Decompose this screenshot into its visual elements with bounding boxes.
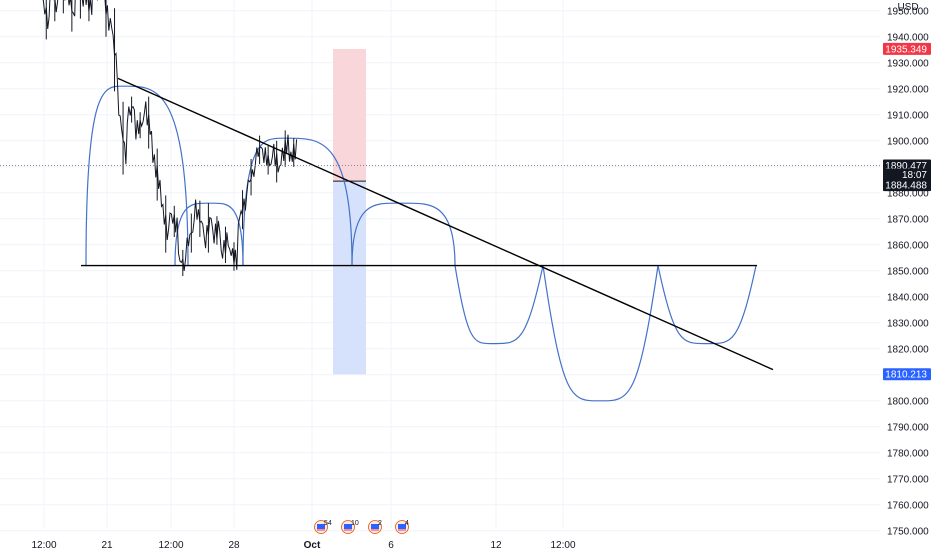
- y-tick-label: 1930.000: [887, 58, 929, 69]
- us-flag-event-icon[interactable]: 2: [368, 520, 383, 534]
- price-badge-label: 1810.213: [885, 370, 927, 381]
- price-badge-label: 1890.477: [885, 161, 927, 172]
- event-flag-canton: [398, 524, 406, 529]
- stop-loss-zone: [333, 49, 366, 182]
- price-badge: [883, 179, 931, 192]
- price-badge: [883, 168, 931, 181]
- x-tick-label: 12:00: [158, 540, 183, 550]
- event-count: 54: [324, 520, 332, 527]
- projection-cup: [657, 265, 757, 345]
- x-tick-label: 28: [228, 540, 240, 550]
- x-tick-label: Oct: [304, 540, 321, 550]
- price-badge: [883, 42, 931, 55]
- y-tick-label: 1940.000: [887, 32, 929, 43]
- us-flag-event-icon[interactable]: 4: [395, 520, 410, 534]
- projection-cup: [454, 265, 544, 345]
- price-badge-label: 1884.488: [885, 181, 927, 192]
- x-tick-label: 21: [101, 540, 113, 550]
- y-tick-label: 1770.000: [887, 474, 929, 485]
- y-tick-label: 1760.000: [887, 500, 929, 511]
- us-flag-event-icon[interactable]: 10: [341, 520, 359, 534]
- y-tick-label: 1840.000: [887, 292, 929, 303]
- us-flag-event-icon[interactable]: 54: [314, 520, 332, 534]
- y-tick-label: 1920.000: [887, 84, 929, 95]
- descending-trendline: [117, 77, 774, 371]
- event-flag-canton: [371, 524, 379, 529]
- event-count: 10: [351, 520, 359, 527]
- event-count: 2: [378, 520, 382, 527]
- trend-drawings[interactable]: [81, 77, 774, 371]
- y-tick-label: 1750.000: [887, 526, 929, 537]
- x-tick-label: 12:00: [31, 540, 56, 550]
- y-tick-label: 1870.000: [887, 214, 929, 225]
- price-badge: [883, 368, 931, 381]
- y-tick-label: 1780.000: [887, 448, 929, 459]
- projection-arc: [351, 202, 456, 266]
- y-tick-label: 1830.000: [887, 318, 929, 329]
- y-tick-label: 1910.000: [887, 110, 929, 121]
- y-tick-label: 1950.000: [887, 6, 929, 17]
- projection-cup: [542, 265, 659, 402]
- x-tick-label: 12: [490, 540, 502, 550]
- y-tick-label: 1850.000: [887, 266, 929, 277]
- x-tick-label: 12:00: [550, 540, 575, 550]
- y-tick-label: 1860.000: [887, 240, 929, 251]
- price-badge-label: 1935.349: [885, 44, 927, 55]
- price-badge-label: 18:07: [902, 170, 927, 181]
- price-series: [42, 0, 298, 276]
- y-tick-label: 1900.000: [887, 136, 929, 147]
- time-axis[interactable]: 12:00 21 12:00 28 Oct 6 12 12:00: [31, 540, 575, 550]
- event-count: 4: [405, 520, 409, 527]
- currency-label[interactable]: USD: [897, 2, 918, 13]
- y-tick-label: 1800.000: [887, 396, 929, 407]
- y-tick-label: 1880.000: [887, 188, 929, 199]
- event-flag-canton: [317, 524, 325, 529]
- y-tick-label: 1820.000: [887, 344, 929, 355]
- price-line: [42, 0, 298, 271]
- event-flag-canton: [344, 524, 352, 529]
- projection-arc: [85, 85, 189, 266]
- economic-events[interactable]: 54 10 2 4: [314, 520, 410, 534]
- x-tick-label: 6: [388, 540, 394, 550]
- y-tick-label: 1790.000: [887, 422, 929, 433]
